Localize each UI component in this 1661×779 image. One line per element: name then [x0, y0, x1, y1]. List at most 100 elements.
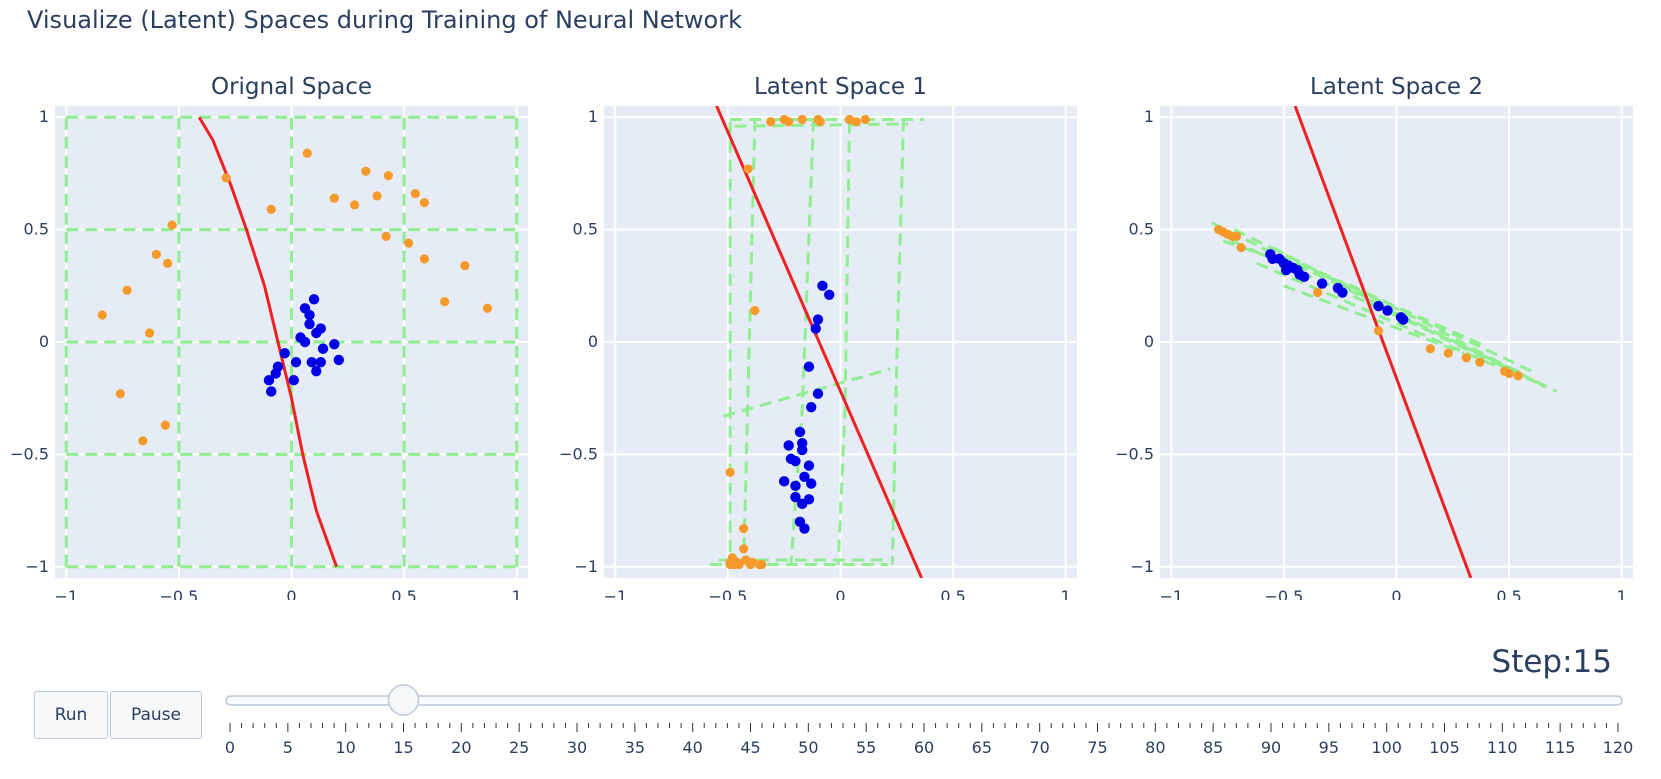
decision-boundary: [715, 106, 923, 578]
point-class-b: [812, 314, 824, 325]
point-class-a: [748, 557, 758, 567]
point-class-a: [482, 303, 493, 313]
point-class-b: [806, 478, 817, 489]
point-class-b: [806, 401, 817, 413]
x-tick-label: −0.5: [708, 587, 747, 600]
point-class-b: [797, 498, 808, 510]
point-class-a: [349, 200, 360, 210]
chart-panel-3: Latent Space 2 −1 −0.5 0 0.5 1 −1 −0.5 0 0.5 1: [1115, 74, 1633, 600]
point-class-b: [790, 455, 801, 467]
x-tick-label: −1: [54, 587, 78, 600]
point-class-b: [1398, 314, 1409, 325]
y-tick-label: −0.5: [559, 444, 598, 463]
slider-tick-label: 85: [1203, 738, 1223, 757]
slider-tick-label: 60: [914, 738, 934, 757]
x-tick-label: 0: [835, 587, 845, 600]
decision-boundary: [197, 116, 338, 568]
point-class-a: [167, 220, 177, 230]
y-tick-label: −1: [574, 557, 598, 576]
point-class-a: [410, 189, 420, 199]
point-class-b: [817, 280, 828, 292]
x-tick-label: 0.5: [1496, 587, 1521, 600]
point-class-a: [145, 328, 155, 338]
point-class-b: [790, 491, 801, 503]
point-class-b: [304, 318, 315, 330]
slider-tick-label: 50: [798, 738, 818, 757]
slider-tick-label: 105: [1429, 738, 1460, 757]
slider-tick-label: 30: [567, 738, 587, 757]
point-class-a: [115, 389, 125, 399]
slider-tick-label: 10: [335, 738, 355, 757]
y-tick-label: −1: [1130, 557, 1154, 576]
point-class-a: [739, 523, 749, 534]
y-tick-label: 1: [1144, 107, 1154, 126]
point-class-a: [1425, 344, 1435, 354]
point-class-a: [97, 310, 107, 320]
main-title: Visualize (Latent) Spaces during Trainin…: [27, 6, 742, 34]
slider-tick-label: 35: [625, 738, 645, 757]
y-tick-label: 0: [588, 332, 598, 351]
x-tick-label: −0.5: [1264, 587, 1303, 600]
point-class-a: [739, 544, 749, 554]
point-class-b: [304, 309, 315, 321]
step-prefix: Step:: [1491, 644, 1573, 680]
point-class-a: [725, 559, 735, 570]
point-class-a: [1443, 348, 1453, 358]
point-class-a: [138, 436, 148, 446]
point-class-b: [778, 476, 790, 487]
point-class-a: [743, 164, 753, 174]
slider-rail[interactable]: [225, 695, 1623, 706]
warped-grid-line: [1260, 246, 1488, 348]
x-tick-label: 1: [512, 587, 522, 600]
slider-tick-label: 55: [856, 738, 876, 757]
point-class-a: [734, 559, 744, 570]
x-tick-label: 0.5: [391, 587, 416, 600]
point-class-a: [757, 559, 767, 570]
slider-tick-label: 90: [1261, 738, 1281, 757]
warped-grid-line: [836, 121, 852, 565]
run-button[interactable]: Run: [34, 691, 108, 739]
point-class-b: [311, 327, 322, 339]
point-class-b: [1382, 305, 1393, 316]
point-class-b: [270, 368, 281, 379]
slider-tick-label: 80: [1145, 738, 1165, 757]
point-class-a: [381, 231, 391, 241]
slider-tick-label: 15: [393, 738, 413, 757]
point-class-a: [1236, 243, 1246, 253]
x-tick-label: −1: [1159, 587, 1183, 600]
point-class-b: [315, 357, 326, 368]
slider-tick-label: 20: [451, 738, 471, 757]
point-class-a: [851, 117, 861, 127]
y-tick-label: −0.5: [10, 444, 49, 463]
point-class-a: [460, 260, 470, 271]
point-class-a: [1231, 231, 1242, 241]
decision-boundary: [1293, 106, 1473, 578]
point-class-b: [783, 440, 794, 451]
y-tick-label: 0.5: [24, 220, 49, 239]
slider-handle[interactable]: [387, 684, 420, 716]
y-tick-label: 0: [1144, 332, 1154, 351]
point-class-b: [803, 361, 815, 372]
slider-tick-label: 100: [1371, 738, 1402, 757]
pause-button[interactable]: Pause: [110, 691, 202, 739]
point-class-b: [790, 480, 801, 492]
slider-tick-label: 95: [1319, 738, 1339, 757]
point-class-a: [160, 420, 170, 430]
point-class-a: [1461, 353, 1471, 363]
x-tick-label: −0.5: [159, 587, 198, 600]
chart-panel-2: Latent Space 1 −1 −0.5 0 0.5 1 −1 −0.5 0 0.5 1: [559, 74, 1077, 600]
point-class-a: [440, 296, 450, 307]
step-slider[interactable]: 0 5 10 15 20 25 30 35 40 45 50 55 60 65 70 75 80 85 90 95 10…: [0, 600, 1661, 779]
slider-tick-label: 70: [1029, 738, 1049, 757]
point-class-b: [299, 336, 311, 348]
point-class-b: [306, 357, 317, 368]
point-class-a: [797, 114, 807, 125]
slider-tick-label: 75: [1087, 738, 1107, 757]
point-class-a: [1513, 371, 1523, 381]
point-class-a: [784, 117, 794, 127]
step-readout: Step:15: [1492, 644, 1612, 680]
point-class-a: [163, 258, 173, 268]
slider-tick-label: 110: [1487, 738, 1518, 757]
point-class-b: [329, 339, 340, 350]
point-class-b: [1373, 300, 1384, 312]
